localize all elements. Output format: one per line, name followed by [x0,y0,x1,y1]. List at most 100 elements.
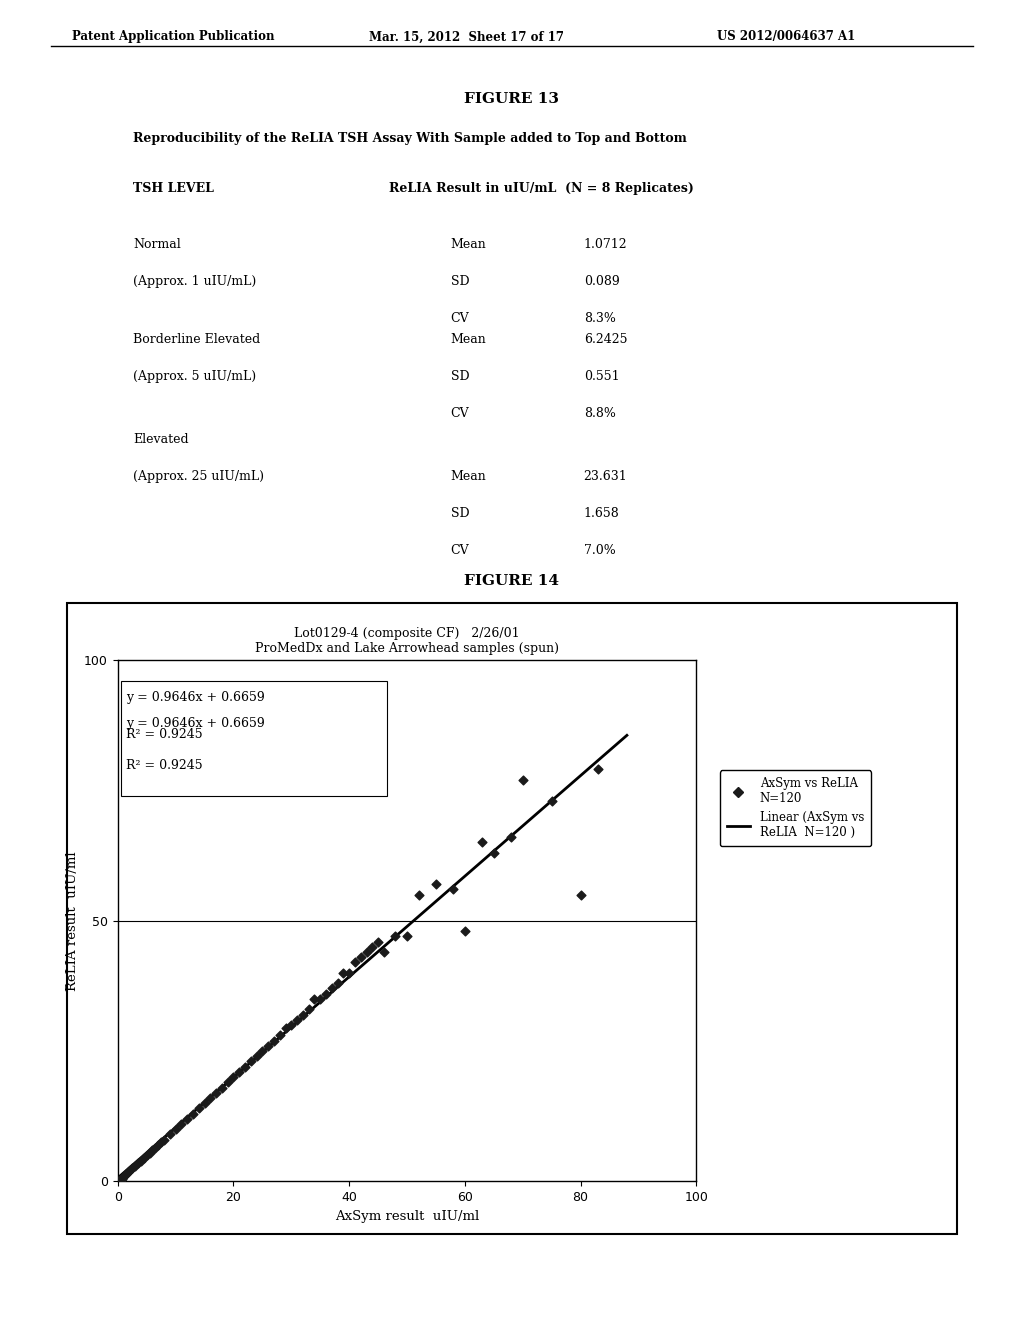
Text: (Approx. 1 uIU/mL): (Approx. 1 uIU/mL) [133,275,256,288]
Point [289,1010,305,1031]
Text: SD: SD [451,507,469,520]
Point [127,1155,143,1176]
Point [153,1131,169,1152]
Point [544,791,560,812]
Text: SD: SD [451,370,469,383]
Point [130,1152,146,1173]
Text: y = 0.9646x + 0.6659: y = 0.9646x + 0.6659 [126,692,265,705]
Point [474,832,490,853]
Point [283,1014,299,1035]
Point [121,1160,137,1181]
Title: Lot0129-4 (composite CF)   2/26/01
ProMedDx and Lake Arrowhead samples (spun): Lot0129-4 (composite CF) 2/26/01 ProMedD… [255,627,559,655]
Point [133,1150,150,1171]
Point [457,920,473,941]
Point [190,1098,207,1119]
Text: 7.0%: 7.0% [584,544,615,557]
Point [120,1162,136,1183]
Point [243,1051,259,1072]
Point [347,952,364,973]
Text: 8.3%: 8.3% [584,312,615,325]
Point [156,1129,172,1150]
Text: Mean: Mean [451,470,486,483]
Point [358,941,375,962]
Point [219,1072,236,1093]
Text: Elevated: Elevated [133,433,188,446]
Text: Reproducibility of the ReLIA TSH Assay With Sample added to Top and Bottom: Reproducibility of the ReLIA TSH Assay W… [133,132,687,145]
Point [254,1040,270,1061]
Text: 0.551: 0.551 [584,370,620,383]
Text: TSH LEVEL: TSH LEVEL [133,182,214,195]
Point [179,1109,196,1130]
Point [352,946,369,968]
Point [202,1088,218,1109]
Point [141,1142,158,1163]
Text: FIGURE 14: FIGURE 14 [465,574,559,589]
Point [295,1005,311,1026]
Text: y = 0.9646x + 0.6659: y = 0.9646x + 0.6659 [126,717,265,730]
Point [147,1137,164,1158]
Bar [121,681,387,796]
Text: SD: SD [451,275,469,288]
Text: R² = 0.9245: R² = 0.9245 [126,759,203,772]
Point [162,1123,178,1144]
Point [184,1104,201,1125]
Point [214,1077,230,1098]
Text: (Approx. 25 uIU/mL): (Approx. 25 uIU/mL) [133,470,264,483]
X-axis label: AxSym result  uIU/ml: AxSym result uIU/ml [335,1209,479,1222]
Point [306,989,323,1010]
Point [122,1159,138,1180]
Point [445,879,462,900]
Point [117,1164,133,1185]
Text: 0.089: 0.089 [584,275,620,288]
Point [514,770,530,791]
Point [111,1171,127,1192]
Legend: AxSym vs ReLIA
N=120, Linear (AxSym vs
ReLIA  N=120 ): AxSym vs ReLIA N=120, Linear (AxSym vs R… [720,770,871,846]
Text: Mean: Mean [451,333,486,346]
Point [208,1082,224,1104]
Point [335,962,351,983]
Point [112,1170,128,1191]
Point [590,759,606,780]
Point [114,1168,130,1189]
Point [376,941,392,962]
Text: 1.658: 1.658 [584,507,620,520]
Point [138,1144,155,1166]
Point [398,925,416,946]
Point [428,874,444,895]
Point [116,1166,132,1187]
Text: 6.2425: 6.2425 [584,333,627,346]
Point [151,1134,167,1155]
Point [365,936,381,957]
Text: (Approx. 5 uIU/mL): (Approx. 5 uIU/mL) [133,370,256,383]
Point [231,1061,248,1082]
Point [115,1168,131,1189]
Point [113,1170,129,1191]
Point [173,1114,189,1135]
Text: Mar. 15, 2012  Sheet 17 of 17: Mar. 15, 2012 Sheet 17 of 17 [369,30,563,44]
Point [312,989,329,1010]
Point [135,1147,152,1168]
Point [271,1024,288,1045]
Point [115,1167,131,1188]
Text: Borderline Elevated: Borderline Elevated [133,333,260,346]
Text: 1.0712: 1.0712 [584,238,628,251]
Text: 8.8%: 8.8% [584,407,615,420]
Point [225,1067,242,1088]
Point [112,1170,128,1191]
Text: FIGURE 13: FIGURE 13 [465,92,559,107]
Point [485,842,502,863]
Text: Normal: Normal [133,238,181,251]
Point [278,1016,294,1038]
Point [260,1035,276,1056]
Text: Mean: Mean [451,238,486,251]
Point [237,1056,253,1077]
Text: 23.631: 23.631 [584,470,628,483]
Text: R² = 0.9245: R² = 0.9245 [126,727,203,741]
Point [144,1139,161,1160]
Point [118,1163,134,1184]
Point [167,1119,184,1140]
Point [266,1030,283,1051]
Point [503,826,519,847]
Point [300,999,316,1020]
Point [330,973,346,994]
